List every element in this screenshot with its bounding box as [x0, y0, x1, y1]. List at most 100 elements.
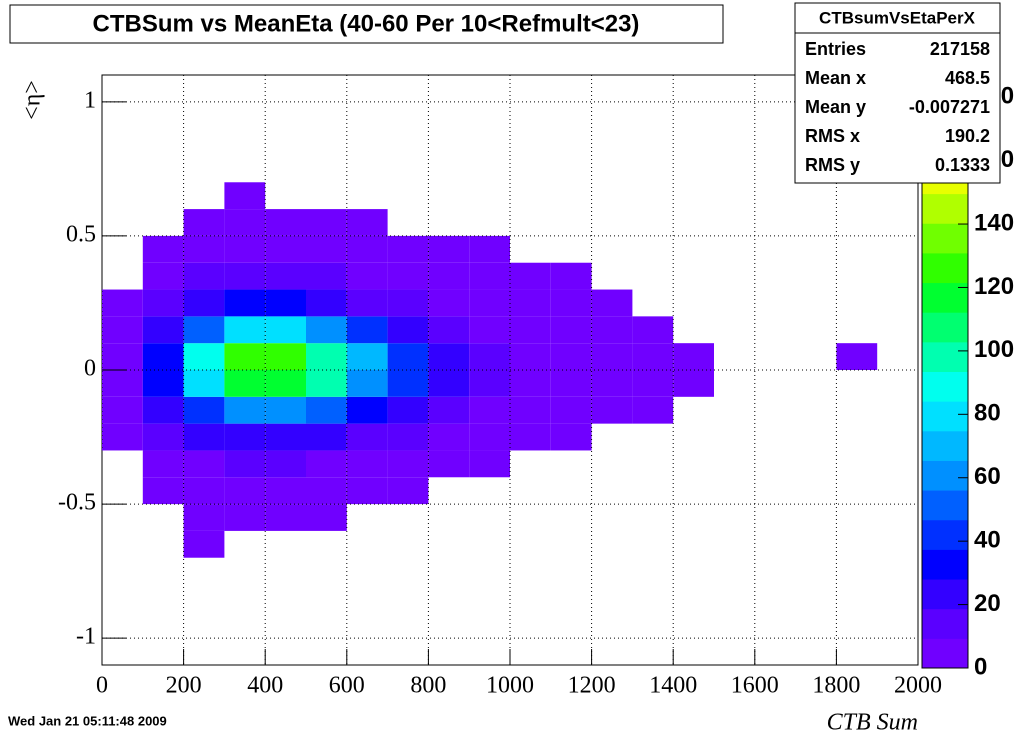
x-tick-label: 1600 — [731, 673, 779, 699]
cell — [224, 316, 266, 344]
z-tick-label: 100 — [974, 336, 1014, 363]
cell — [836, 343, 878, 370]
cell — [510, 396, 551, 424]
cell — [550, 262, 592, 290]
stats-box: CTBsumVsEtaPerX Entries 217158 Mean x 468.5 M… — [794, 2, 1001, 184]
cell — [387, 477, 429, 505]
cell — [510, 262, 551, 290]
chart-title: CTBSum vs MeanEta (40-60 Per 10<Refmult<… — [93, 10, 640, 37]
cell — [102, 370, 143, 397]
cell — [183, 289, 225, 317]
cell — [428, 370, 470, 397]
cell — [102, 316, 143, 344]
cell — [224, 477, 266, 505]
cell — [387, 289, 429, 317]
cell — [428, 262, 470, 290]
cell — [142, 343, 184, 370]
palette-band — [922, 638, 968, 669]
z-tick-label: 140 — [974, 209, 1014, 236]
cell — [346, 262, 388, 290]
palette-band — [922, 341, 968, 372]
cell — [183, 262, 225, 290]
cell — [224, 209, 266, 236]
cell — [265, 209, 306, 236]
cell — [265, 235, 306, 263]
stats-value: 190.2 — [945, 126, 990, 146]
cell — [550, 396, 592, 424]
x-tick-label: 800 — [410, 673, 446, 699]
cell — [469, 235, 510, 263]
x-tick-label: 2000 — [894, 673, 942, 699]
palette-band — [922, 193, 968, 224]
cell — [469, 316, 510, 344]
cell — [387, 450, 429, 478]
cell — [224, 235, 266, 263]
palette-band — [922, 223, 968, 254]
palette-band — [922, 312, 968, 343]
timestamp: Wed Jan 21 05:11:48 2009 — [8, 713, 167, 728]
cell — [265, 504, 306, 531]
cell — [346, 235, 388, 263]
cell — [387, 423, 429, 451]
cell — [510, 343, 551, 370]
title-box — [9, 4, 724, 44]
cell — [632, 316, 674, 344]
cell — [387, 370, 429, 397]
cell — [224, 450, 266, 478]
cell — [346, 423, 388, 451]
cell — [306, 423, 347, 451]
palette-band — [922, 608, 968, 639]
cell — [428, 343, 470, 370]
palette-band — [922, 371, 968, 402]
cell — [306, 235, 347, 263]
palette-band — [922, 519, 968, 550]
cell — [591, 343, 633, 370]
palette-band — [922, 490, 968, 521]
cell — [387, 316, 429, 344]
cell — [142, 235, 184, 263]
cell — [387, 396, 429, 424]
cell — [346, 477, 388, 505]
palette-band — [922, 401, 968, 432]
x-tick-label: 400 — [247, 673, 283, 699]
cell — [265, 289, 306, 317]
stats-label: Mean x — [805, 68, 866, 88]
z-tick-label: 60 — [974, 463, 1001, 490]
cell — [469, 396, 510, 424]
cell — [142, 396, 184, 424]
cell — [224, 182, 266, 210]
cell — [224, 289, 266, 317]
cell — [346, 450, 388, 478]
cell — [550, 289, 592, 317]
cell — [387, 235, 429, 263]
cell — [224, 262, 266, 290]
cell — [469, 262, 510, 290]
cell — [346, 289, 388, 317]
cell — [183, 235, 225, 263]
z-tick-label: 80 — [974, 400, 1001, 427]
cell — [469, 423, 510, 451]
cell — [142, 450, 184, 478]
cell — [510, 316, 551, 344]
x-axis-label: CTB Sum — [827, 710, 918, 736]
cell — [469, 289, 510, 317]
cell — [346, 316, 388, 344]
x-tick-label: 1800 — [812, 673, 860, 699]
palette-band — [922, 549, 968, 580]
cell — [673, 343, 714, 370]
cell — [265, 423, 306, 451]
stats-label: RMS y — [805, 155, 860, 175]
y-tick-label: -0.5 — [58, 490, 96, 516]
cell — [142, 370, 184, 397]
cell — [469, 343, 510, 370]
palette-band — [922, 460, 968, 491]
cell — [183, 370, 225, 397]
cell — [469, 450, 510, 478]
cell — [142, 316, 184, 344]
cell — [224, 504, 266, 531]
cell — [306, 209, 347, 236]
cell — [428, 423, 470, 451]
cell — [306, 504, 347, 531]
y-axis-label: <η> — [20, 80, 46, 120]
